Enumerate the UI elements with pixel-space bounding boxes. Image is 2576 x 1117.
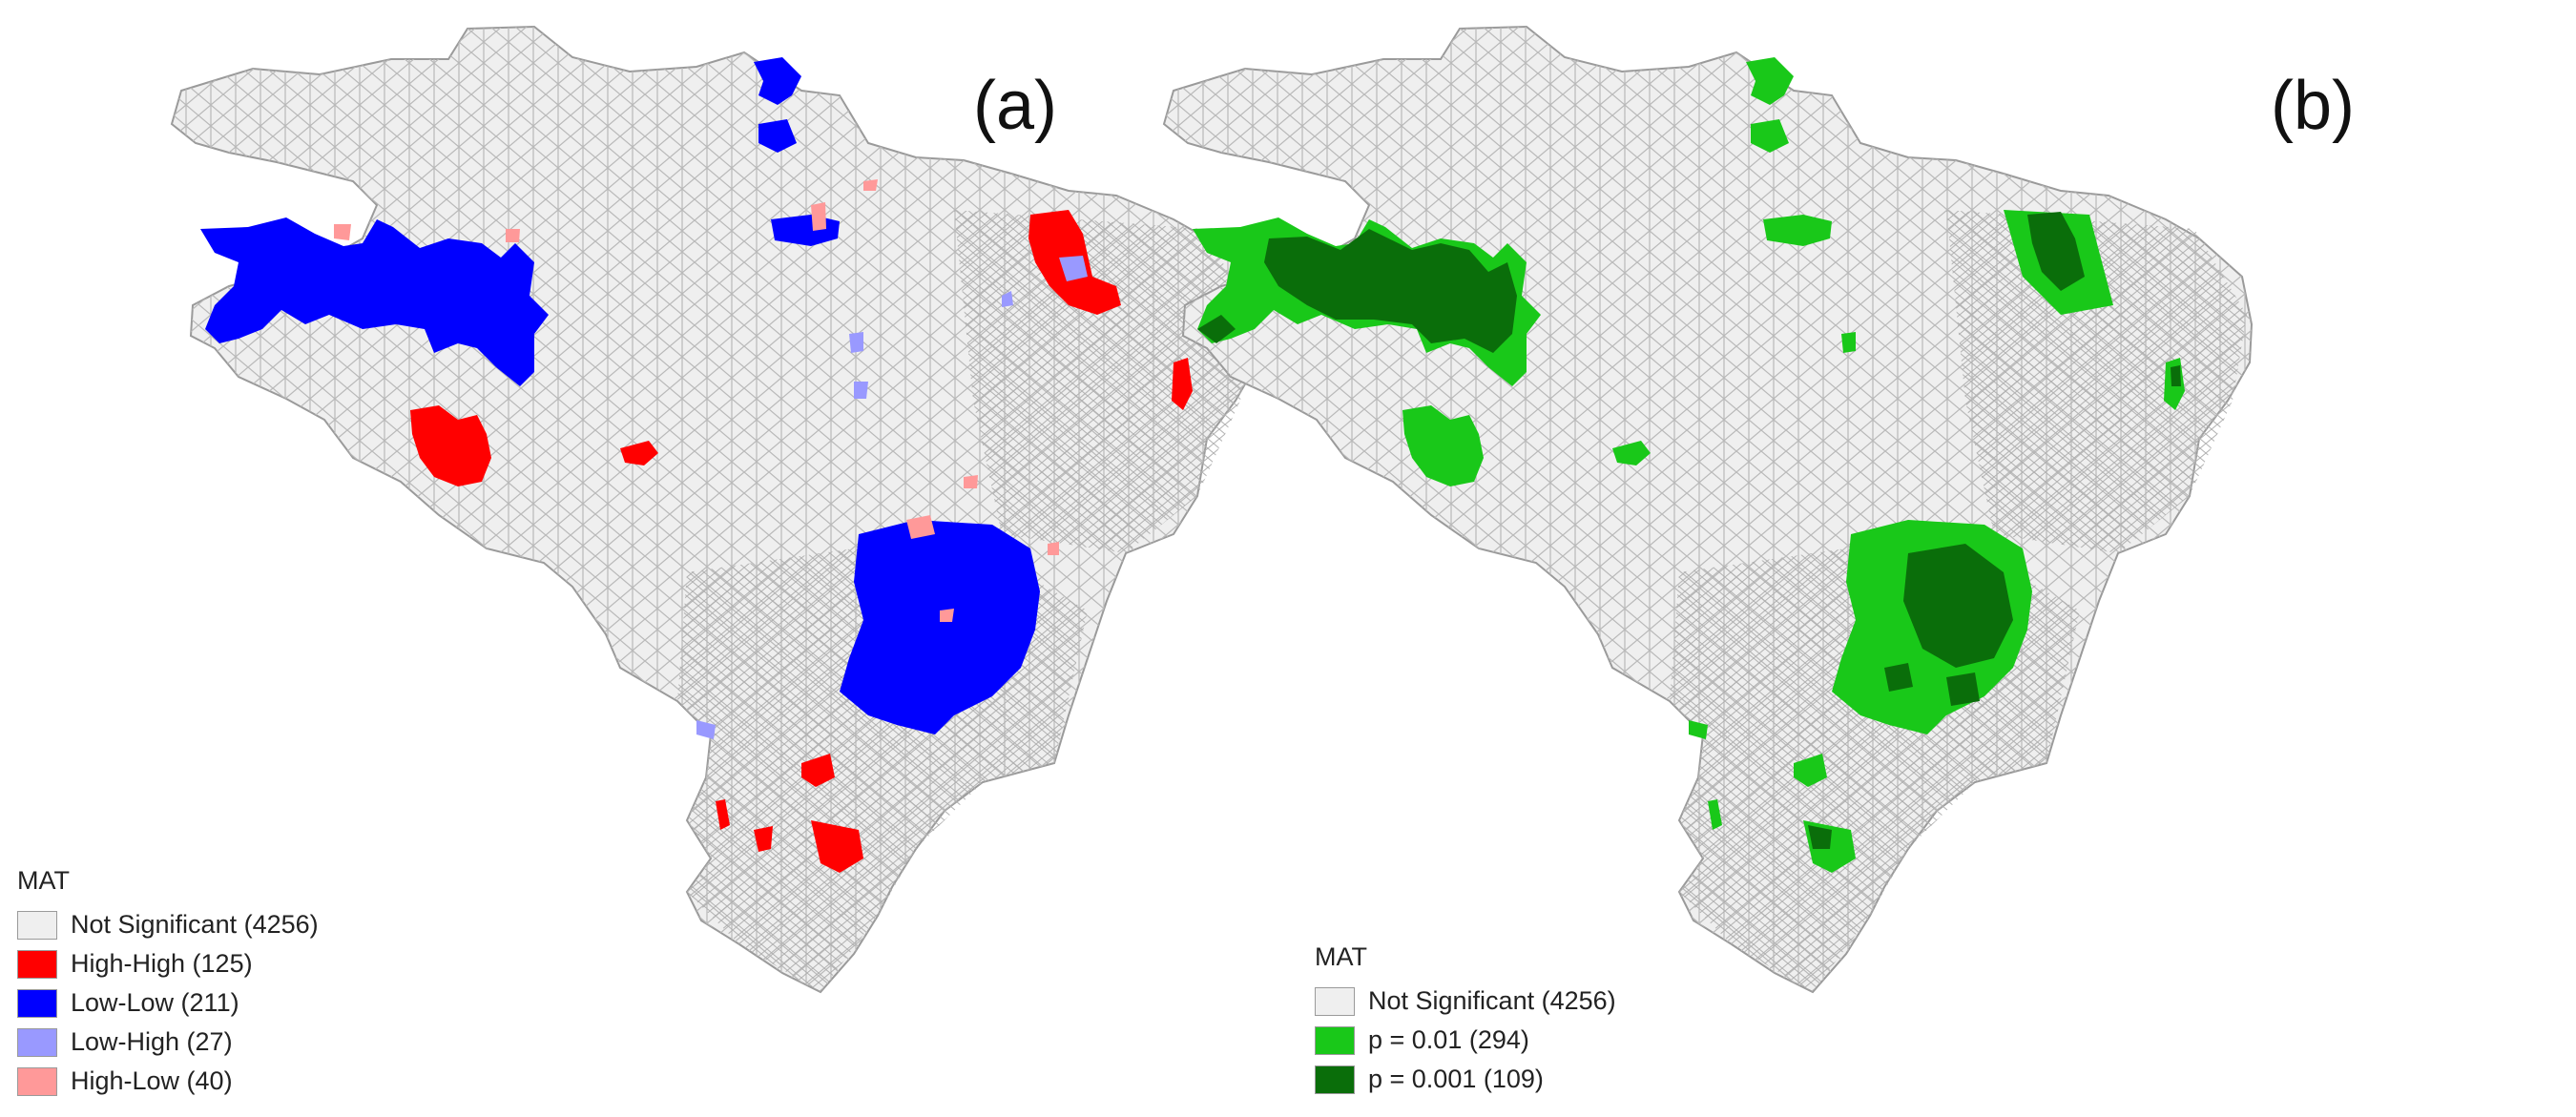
legend-b: MAT Not Significant (4256) p = 0.01 (294)… (1315, 942, 1616, 1099)
legend-item: p = 0.001 (109) (1315, 1060, 1616, 1099)
dense-boundaries-ne-a (954, 210, 1255, 553)
legend-item: Not Significant (4256) (1315, 982, 1616, 1021)
legend-b-rows: Not Significant (4256) p = 0.01 (294) p = … (1315, 982, 1616, 1099)
legend-label: Not Significant (4256) (71, 910, 319, 939)
legend-label: Low-Low (211) (71, 988, 239, 1017)
legend-a: MAT Not Significant (4256) High-High (125… (17, 866, 319, 1101)
legend-item: Not Significant (4256) (17, 905, 319, 944)
legend-item: p = 0.01 (294) (1315, 1021, 1616, 1060)
legend-item: High-Low (40) (17, 1062, 319, 1101)
legend-swatch (17, 949, 57, 979)
legend-swatch (17, 988, 57, 1018)
map-panel-b (1163, 26, 2253, 993)
legend-item: Low-High (27) (17, 1023, 319, 1062)
legend-label: High-High (125) (71, 949, 253, 978)
dense-boundaries-ne-b (1946, 210, 2247, 553)
panel-label-a: (a) (973, 68, 1057, 144)
legend-swatch (17, 1027, 57, 1057)
legend-label: p = 0.001 (109) (1368, 1065, 1544, 1093)
p001-clusters (1197, 212, 2181, 849)
legend-swatch (17, 910, 57, 940)
legend-item: High-High (125) (17, 944, 319, 983)
legend-item: Low-Low (211) (17, 983, 319, 1023)
legend-swatch (17, 1066, 57, 1096)
legend-a-rows: Not Significant (4256) High-High (125) Low… (17, 905, 319, 1101)
legend-swatch (1315, 986, 1355, 1016)
map-panel-a (171, 26, 1260, 993)
legend-swatch (1315, 1065, 1355, 1094)
legend-b-title: MAT (1315, 942, 1367, 971)
legend-swatch (1315, 1025, 1355, 1055)
legend-a-title: MAT (17, 866, 70, 895)
panel-label-b: (b) (2271, 68, 2355, 144)
low-low-clusters (200, 57, 1040, 734)
low-high-clusters (696, 256, 1088, 739)
high-low-clusters (334, 179, 1059, 622)
legend-label: p = 0.01 (294) (1368, 1025, 1529, 1054)
legend-label: Low-High (27) (71, 1027, 233, 1056)
legend-label: High-Low (40) (71, 1066, 233, 1095)
legend-label: Not Significant (4256) (1368, 986, 1616, 1015)
